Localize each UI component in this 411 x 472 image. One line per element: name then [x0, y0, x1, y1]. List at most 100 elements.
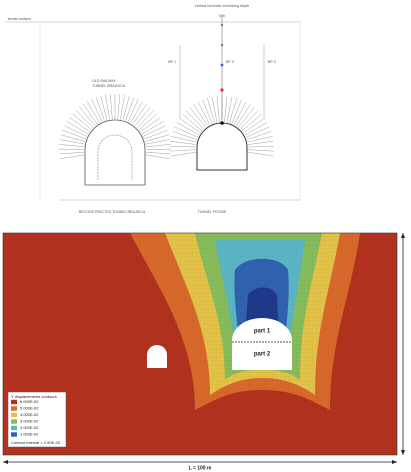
anchor-ray — [105, 94, 110, 120]
anchor-ray — [59, 154, 85, 159]
anchor-ray — [247, 149, 274, 152]
part-label: part 1 — [254, 329, 271, 335]
anchor-ray — [134, 106, 151, 127]
legend-value: 2.000E-02 — [20, 425, 39, 430]
anchor-ray — [136, 109, 155, 129]
anchor-ray — [61, 134, 86, 142]
anchor-ray — [207, 98, 215, 124]
legend-box — [7, 391, 67, 448]
anchor-ray — [72, 113, 92, 131]
anchor-ray — [142, 125, 166, 137]
old-tunnel-label: OLD RAILWAY — [92, 79, 116, 83]
legend-value: 6.000E-02 — [20, 399, 39, 404]
anchor-ray — [130, 101, 143, 124]
anchor-ray — [82, 103, 98, 125]
borehole-label: BP 2 — [226, 60, 234, 64]
anchor-ray — [91, 99, 103, 122]
anchor-ray — [170, 141, 197, 145]
anchor-ray — [247, 141, 274, 145]
anchor-ray — [235, 104, 251, 127]
anchor-ray — [144, 134, 169, 142]
anchor-ray — [140, 117, 161, 133]
right-tunnel — [196, 122, 248, 171]
anchor-ray — [75, 109, 94, 129]
anchor-ray — [117, 94, 121, 120]
legend-value: 4.000E-02 — [20, 412, 39, 417]
anchor-rays — [59, 94, 274, 159]
anchor-ray — [143, 130, 168, 140]
anchor-ray — [62, 130, 87, 140]
anchor-ray — [185, 110, 205, 130]
anchor-ray — [226, 96, 233, 123]
anchor-ray — [170, 149, 197, 152]
anchor-ray — [87, 101, 100, 124]
anchor-ray — [79, 106, 96, 127]
anchor-ray — [109, 94, 113, 120]
anchor-ray — [179, 118, 201, 134]
anchor-ray — [176, 122, 200, 136]
anchor-ray — [122, 95, 130, 121]
anchor-ray — [100, 95, 108, 121]
depth-label: 5 m — [219, 14, 225, 18]
anchor-ray — [171, 136, 197, 143]
anchor-ray — [172, 131, 198, 140]
legend-swatch — [11, 425, 17, 431]
legend: Y displacements contours Contour interva… — [7, 391, 67, 448]
legend-swatch — [11, 412, 17, 418]
anchor-ray — [238, 107, 255, 128]
right-tunnel-label: TUNNEL PECINE — [198, 210, 227, 214]
anchor-ray — [59, 144, 85, 148]
anchor-ray — [229, 98, 237, 124]
anchor-ray — [125, 97, 135, 121]
anchor-ray — [174, 126, 199, 138]
legend-swatch — [11, 419, 17, 424]
old-tunnel-opening — [147, 345, 167, 368]
mesh — [3, 233, 397, 455]
anchor-ray — [243, 118, 265, 134]
old-tunnel — [97, 134, 133, 180]
anchor-ray — [120, 94, 125, 120]
anchor-ray — [59, 139, 85, 145]
legend-title: Y displacements contours — [11, 394, 57, 399]
anchor-ray — [59, 151, 85, 155]
plot-frame — [2, 232, 398, 456]
anchor-ray — [216, 96, 220, 123]
anchor-ray — [138, 113, 158, 131]
legend-swatch — [11, 432, 17, 437]
anchor-ray — [145, 139, 171, 145]
monitor-point — [220, 63, 224, 67]
legend-value: 5.000E-02 — [20, 406, 39, 411]
anchor-ray — [211, 96, 218, 123]
anchor-ray — [66, 121, 89, 135]
anchor-ray — [245, 126, 270, 138]
monitor-point — [220, 23, 224, 27]
anchor-ray — [233, 101, 247, 126]
contour-plot — [3, 233, 397, 455]
anchor-ray — [145, 144, 171, 148]
left-tunnel — [84, 119, 146, 186]
anchor-ray — [247, 145, 274, 148]
anchor-ray — [170, 145, 197, 148]
monitoring-label: vertical borehole monitoring depth — [195, 4, 249, 8]
anchor-ray — [247, 136, 273, 143]
anchor-ray — [64, 125, 88, 137]
monitor-point — [220, 88, 224, 92]
anchor-ray — [170, 151, 197, 157]
anchor-ray — [247, 151, 274, 157]
anchor-ray — [127, 99, 139, 122]
anchor-ray — [231, 99, 242, 124]
old-tunnel-label: TUNNEL BRAJDICA — [92, 84, 126, 88]
borehole-label: BP 3 — [268, 60, 276, 64]
monitor-point — [220, 121, 224, 125]
legend-value: 1.000E-02 — [20, 432, 39, 437]
width-label: L = 100 m — [189, 465, 212, 471]
borehole-label: BP 1 — [168, 60, 176, 64]
anchor-ray — [202, 99, 213, 124]
anchor-ray — [197, 101, 211, 126]
anchor-ray — [241, 114, 262, 132]
legend-note: Contour interval = 2.50E-03 — [11, 440, 61, 445]
anchor-ray — [145, 151, 171, 155]
anchor-ray — [246, 131, 272, 140]
